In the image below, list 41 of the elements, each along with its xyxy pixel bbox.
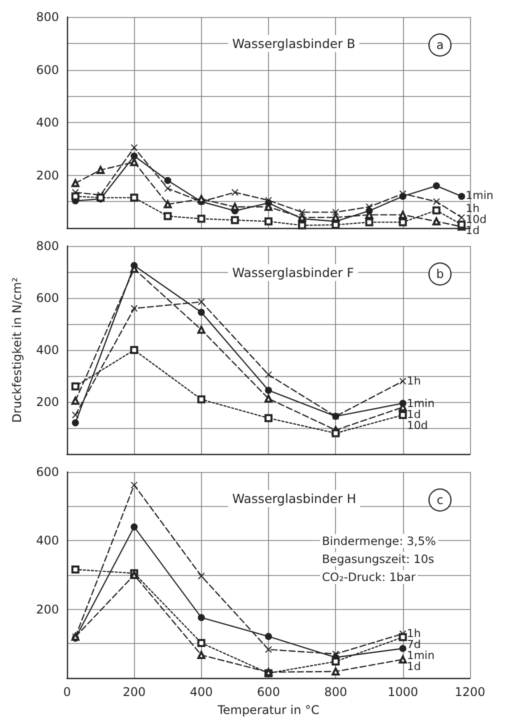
series-label: 1min — [406, 396, 435, 410]
series-label: 10d — [466, 213, 487, 226]
x-tick-label: 0 — [63, 685, 71, 699]
x-tick-label: 200 — [122, 685, 146, 699]
y-tick-label: 600 — [36, 465, 59, 479]
series-label: 7d — [406, 638, 421, 652]
text: Wasserglasbinder H — [232, 491, 356, 506]
text: Wasserglasbinder F — [232, 265, 354, 280]
series-label: 1h — [406, 627, 421, 640]
x-tick-label: 1200 — [454, 685, 486, 699]
x-axis-title: Temperatur in °C — [216, 703, 320, 717]
series-label: 1d — [466, 224, 480, 237]
y-tick-label: 400 — [36, 116, 59, 130]
y-tick-label: 200 — [36, 168, 59, 182]
y-axis-title: Druckfestigkeit in N/cm² — [10, 277, 24, 423]
series-label: 1h — [466, 202, 480, 215]
annotation: a — [436, 38, 444, 52]
series-label: 1d — [406, 408, 421, 421]
annotation: CO₂-Druck: 1bar — [322, 570, 416, 584]
y-tick-label: 600 — [36, 291, 59, 305]
annotation: Bindermenge: 3,5% — [322, 534, 436, 548]
annotation: Begasungszeit: 10s — [322, 552, 434, 566]
y-tick-label: 200 — [36, 395, 59, 409]
x-tick-label: 400 — [190, 685, 213, 699]
series-label: 10d — [406, 418, 428, 432]
series-label: 1min — [406, 649, 435, 662]
y-tick-label: 600 — [36, 62, 59, 77]
y-tick-label: 200 — [36, 602, 59, 616]
x-tick-label: 600 — [257, 685, 280, 699]
x-tick-label: 800 — [324, 685, 348, 699]
y-tick-label: 800 — [36, 239, 59, 253]
y-tick-label: 400 — [36, 534, 59, 548]
series-label: 1min — [466, 188, 494, 202]
series-label: 1d — [406, 660, 421, 674]
y-tick-label: 400 — [36, 343, 59, 357]
annotation: b — [436, 267, 444, 281]
annotation: c — [436, 493, 444, 507]
text: Wasserglasbinder B — [232, 36, 356, 51]
series-label: 1h — [406, 374, 421, 388]
y-tick-label: 800 — [36, 10, 59, 24]
x-tick-label: 1000 — [388, 685, 418, 699]
